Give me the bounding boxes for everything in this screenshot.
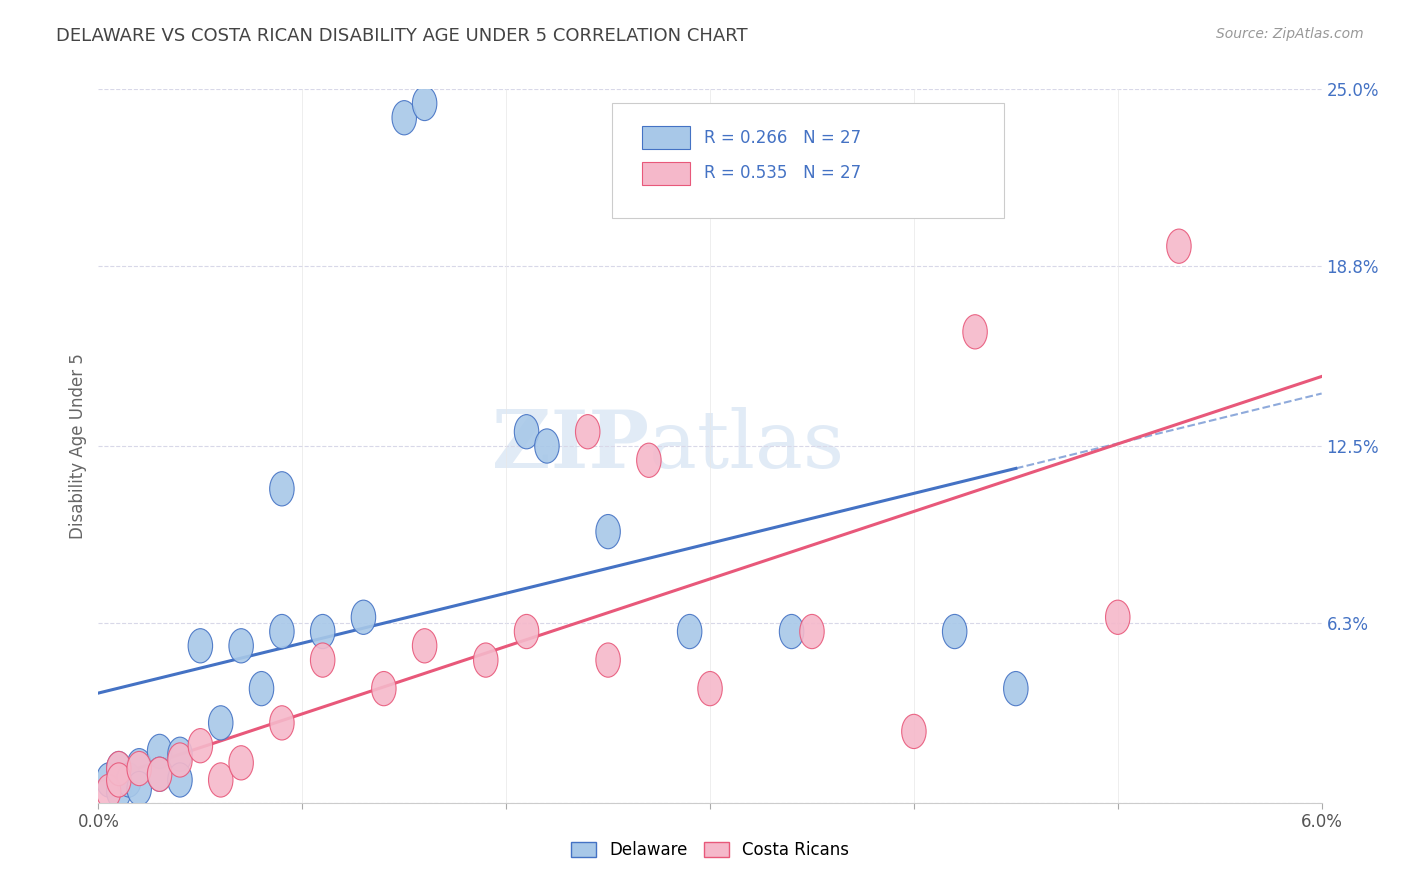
Ellipse shape	[270, 706, 294, 740]
Ellipse shape	[1167, 229, 1191, 263]
Ellipse shape	[148, 734, 172, 769]
Ellipse shape	[352, 600, 375, 634]
Ellipse shape	[249, 672, 274, 706]
Ellipse shape	[208, 763, 233, 797]
Ellipse shape	[107, 763, 131, 797]
Ellipse shape	[311, 643, 335, 677]
Text: R = 0.266   N = 27: R = 0.266 N = 27	[704, 128, 860, 146]
Ellipse shape	[107, 751, 131, 786]
Ellipse shape	[208, 706, 233, 740]
Ellipse shape	[188, 729, 212, 763]
Text: DELAWARE VS COSTA RICAN DISABILITY AGE UNDER 5 CORRELATION CHART: DELAWARE VS COSTA RICAN DISABILITY AGE U…	[56, 27, 748, 45]
Ellipse shape	[107, 774, 131, 808]
Ellipse shape	[678, 615, 702, 648]
Ellipse shape	[127, 772, 152, 805]
Y-axis label: Disability Age Under 5: Disability Age Under 5	[69, 353, 87, 539]
Ellipse shape	[167, 743, 193, 777]
Ellipse shape	[167, 737, 193, 772]
Ellipse shape	[229, 746, 253, 780]
Ellipse shape	[127, 748, 152, 783]
Ellipse shape	[117, 763, 141, 797]
Ellipse shape	[1004, 672, 1028, 706]
Ellipse shape	[412, 629, 437, 663]
Ellipse shape	[188, 629, 212, 663]
Ellipse shape	[534, 429, 560, 463]
Ellipse shape	[97, 774, 121, 808]
Ellipse shape	[371, 672, 396, 706]
Text: R = 0.535   N = 27: R = 0.535 N = 27	[704, 164, 860, 182]
Ellipse shape	[637, 443, 661, 477]
Ellipse shape	[596, 643, 620, 677]
Ellipse shape	[229, 629, 253, 663]
Ellipse shape	[779, 615, 804, 648]
Ellipse shape	[97, 763, 121, 797]
Ellipse shape	[148, 757, 172, 791]
FancyBboxPatch shape	[641, 162, 690, 185]
Text: ZIP: ZIP	[492, 407, 650, 485]
FancyBboxPatch shape	[641, 127, 690, 149]
Ellipse shape	[412, 87, 437, 120]
FancyBboxPatch shape	[612, 103, 1004, 218]
Text: atlas: atlas	[650, 407, 844, 485]
Ellipse shape	[575, 415, 600, 449]
Ellipse shape	[167, 763, 193, 797]
Legend: Delaware, Costa Ricans: Delaware, Costa Ricans	[564, 835, 856, 866]
Ellipse shape	[596, 515, 620, 549]
Ellipse shape	[515, 615, 538, 648]
Ellipse shape	[392, 101, 416, 135]
Ellipse shape	[474, 643, 498, 677]
Ellipse shape	[515, 415, 538, 449]
Text: Source: ZipAtlas.com: Source: ZipAtlas.com	[1216, 27, 1364, 41]
Ellipse shape	[901, 714, 927, 748]
Ellipse shape	[963, 315, 987, 349]
Ellipse shape	[148, 757, 172, 791]
Ellipse shape	[1105, 600, 1130, 634]
Ellipse shape	[270, 615, 294, 648]
Ellipse shape	[127, 751, 152, 786]
Ellipse shape	[107, 751, 131, 786]
Ellipse shape	[942, 615, 967, 648]
Ellipse shape	[311, 615, 335, 648]
Ellipse shape	[270, 472, 294, 506]
Ellipse shape	[697, 672, 723, 706]
Ellipse shape	[800, 615, 824, 648]
